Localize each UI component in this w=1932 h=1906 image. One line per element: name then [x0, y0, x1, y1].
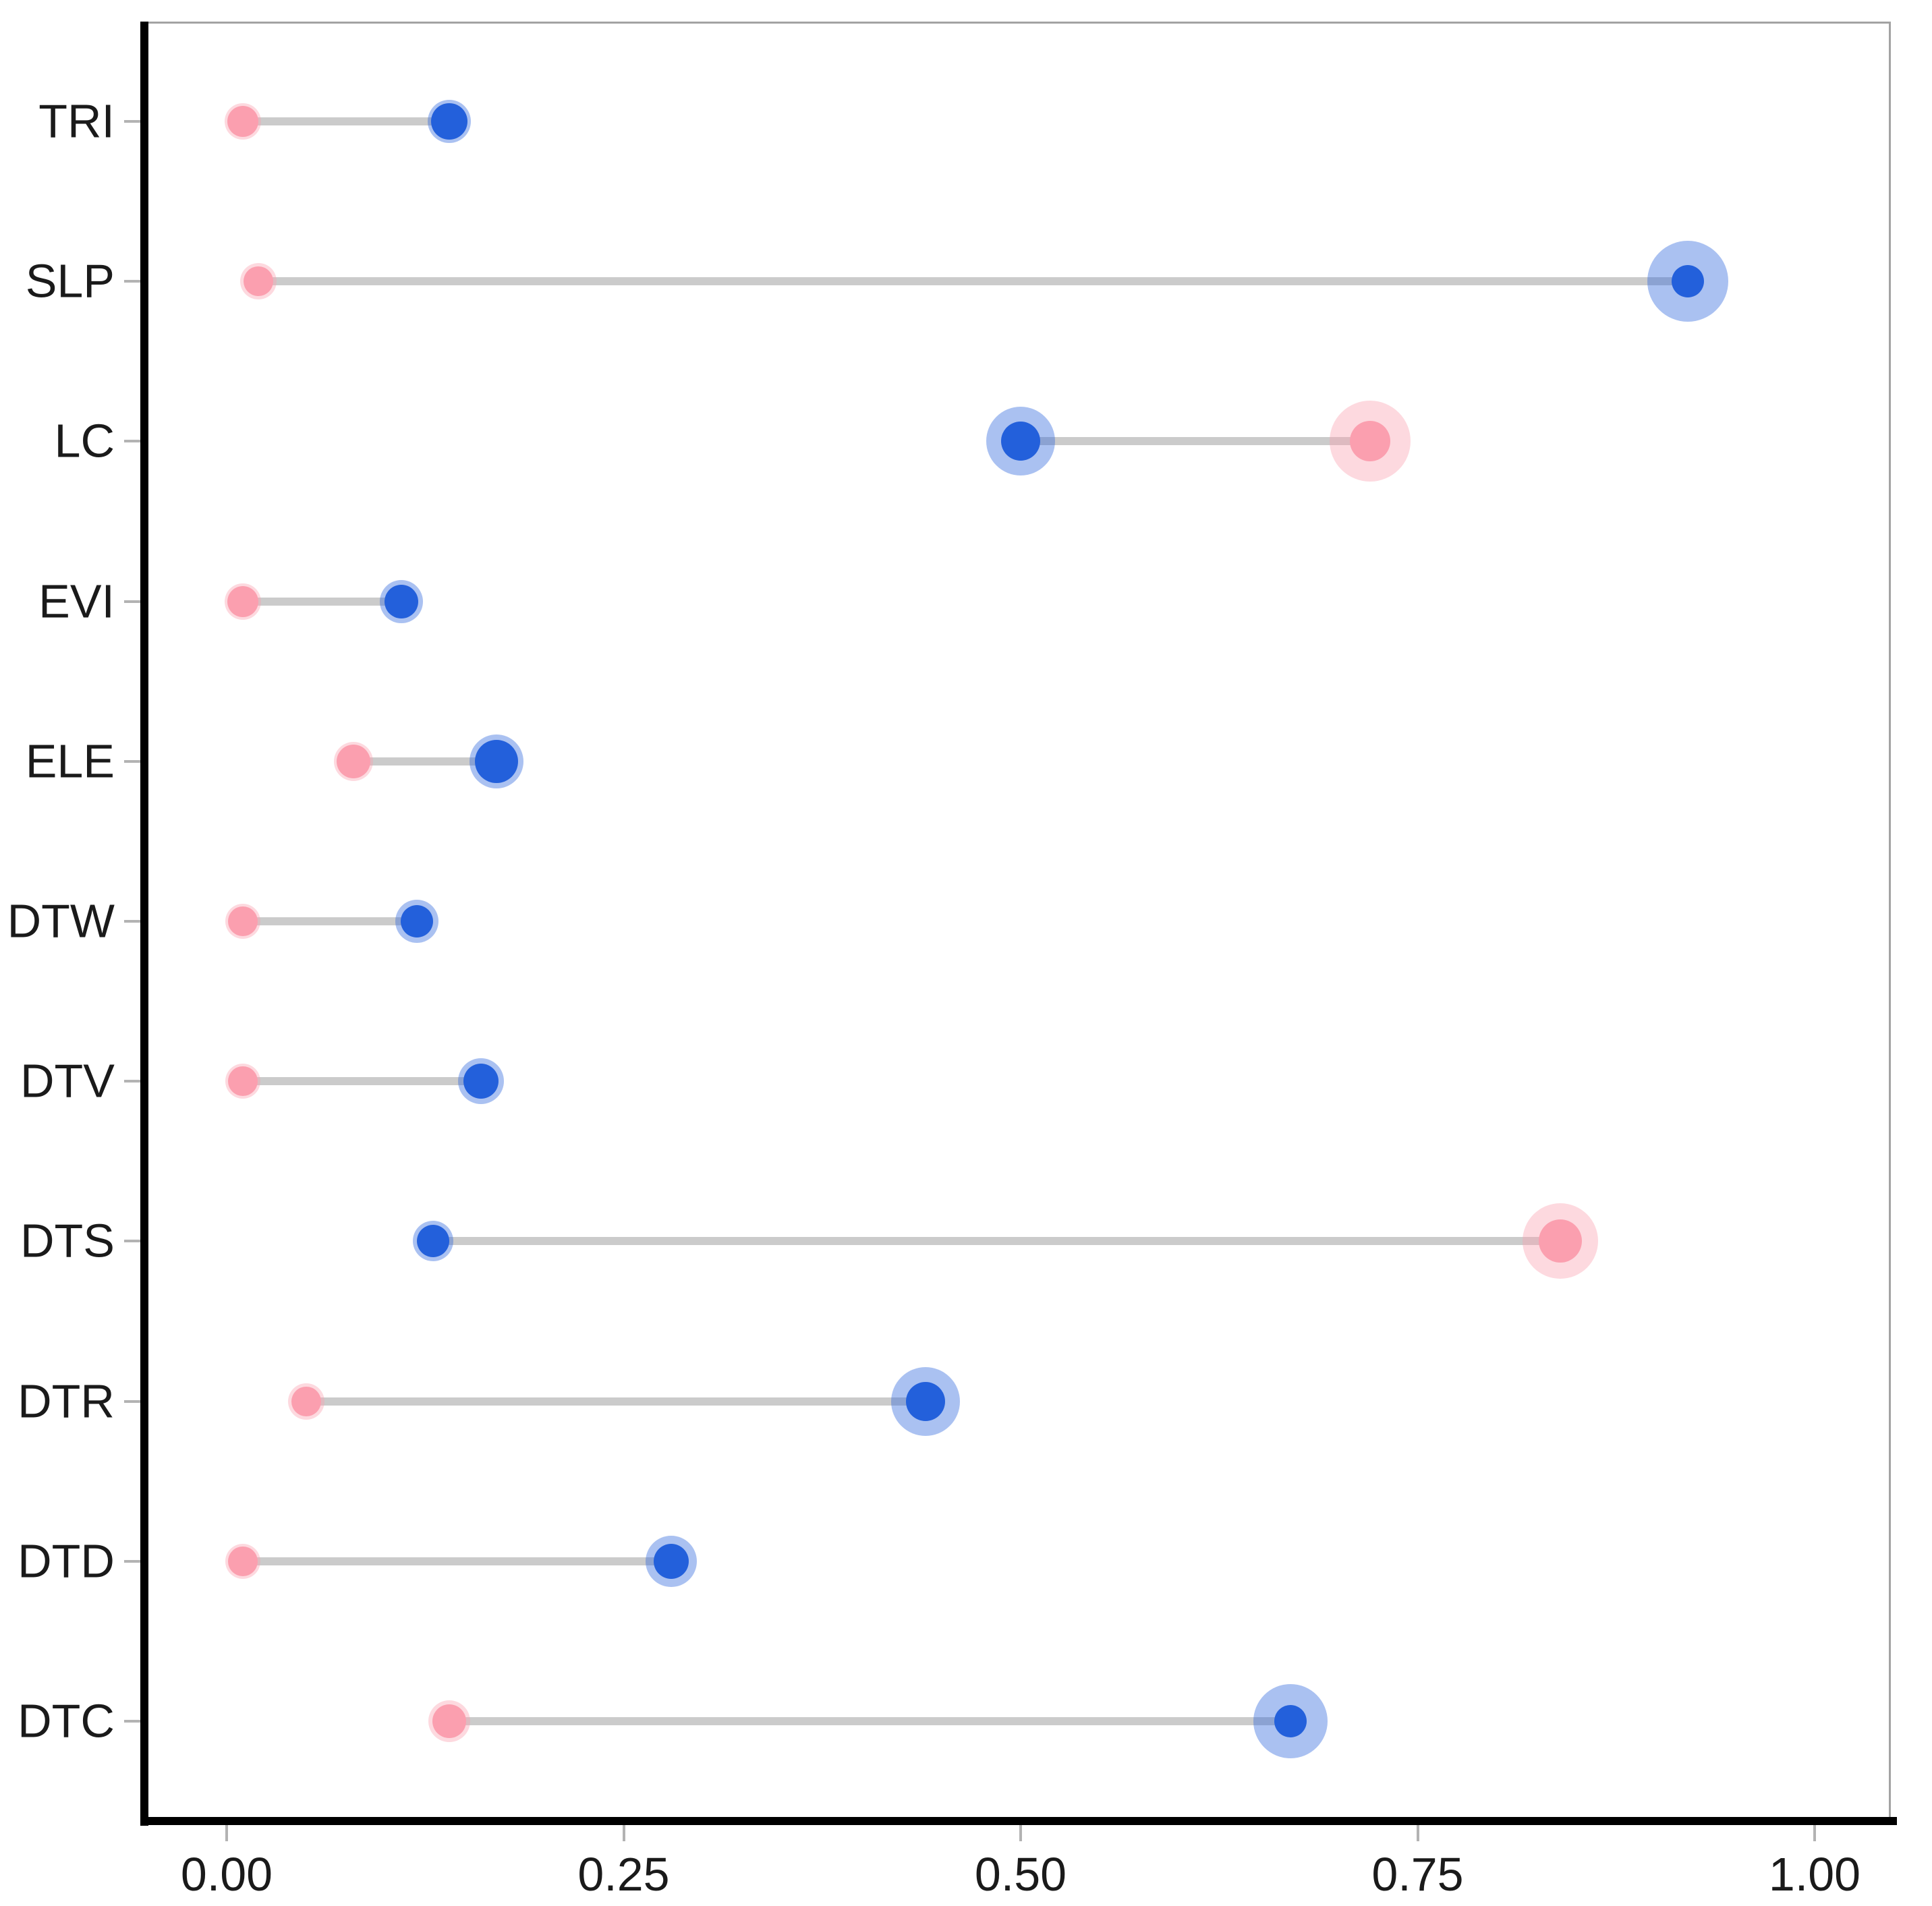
- dot-blue-lc: [1001, 422, 1040, 461]
- dot-pink-evi: [227, 585, 258, 617]
- x-axis-tick: [1813, 1825, 1816, 1841]
- x-axis-line: [140, 1817, 1897, 1825]
- y-axis-tick: [124, 759, 140, 763]
- x-axis-tick-label: 0.00: [180, 1848, 273, 1901]
- y-axis-label-ele: ELE: [25, 734, 115, 788]
- y-axis-tick: [124, 1240, 140, 1243]
- dot-blue-dtv: [463, 1064, 499, 1099]
- connector-dtd: [242, 1557, 672, 1565]
- connector-dtw: [242, 917, 418, 925]
- y-axis-label-dts: DTS: [20, 1214, 115, 1267]
- y-axis-tick: [124, 600, 140, 603]
- connector-dtc: [449, 1717, 1291, 1725]
- y-axis-line: [140, 22, 148, 1826]
- connector-slp: [258, 277, 1688, 286]
- connector-dtr: [306, 1397, 926, 1406]
- dot-pink-lc: [1349, 421, 1390, 462]
- y-axis-label-dtd: DTD: [18, 1534, 115, 1588]
- dot-blue-slp: [1671, 265, 1704, 298]
- y-axis-label-evi: EVI: [38, 574, 115, 627]
- dot-blue-dtc: [1274, 1705, 1307, 1737]
- dot-pink-dtw: [227, 906, 258, 936]
- dot-blue-dtw: [401, 905, 434, 937]
- connector-ele: [353, 757, 497, 766]
- x-axis-tick-label: 1.00: [1768, 1848, 1861, 1901]
- y-axis-tick: [124, 1720, 140, 1723]
- dot-pink-tri: [227, 106, 258, 137]
- dot-blue-dtr: [905, 1381, 945, 1421]
- y-axis-label-dtv: DTV: [20, 1054, 115, 1107]
- x-axis-tick-label: 0.50: [974, 1848, 1067, 1901]
- panel-border-top: [148, 22, 1891, 24]
- dot-pink-dtc: [432, 1704, 466, 1738]
- connector-dtv: [242, 1077, 481, 1086]
- y-axis-label-dtr: DTR: [18, 1374, 115, 1427]
- connector-dts: [433, 1237, 1561, 1246]
- dot-pink-dtd: [227, 1546, 258, 1576]
- y-axis-label-tri: TRI: [38, 94, 115, 148]
- y-axis-tick: [124, 1559, 140, 1563]
- y-axis-tick: [124, 120, 140, 123]
- dot-pink-slp: [244, 266, 274, 297]
- connector-lc: [1021, 437, 1370, 446]
- dot-pink-dtr: [291, 1386, 321, 1416]
- dot-blue-ele: [475, 739, 519, 783]
- y-axis-tick: [124, 280, 140, 283]
- x-axis-tick: [225, 1825, 228, 1841]
- x-axis-tick-label: 0.75: [1371, 1848, 1464, 1901]
- connector-evi: [242, 597, 401, 606]
- y-axis-tick: [124, 920, 140, 923]
- dot-blue-tri: [430, 103, 467, 140]
- dot-blue-dtd: [654, 1543, 689, 1579]
- y-axis-label-lc: LC: [54, 414, 115, 467]
- y-axis-tick: [124, 1399, 140, 1403]
- y-axis-label-slp: SLP: [25, 254, 115, 308]
- x-axis-tick: [622, 1825, 625, 1841]
- y-axis-label-dtw: DTW: [7, 894, 115, 948]
- panel-border-right: [1889, 22, 1891, 1818]
- dot-blue-evi: [384, 584, 418, 618]
- y-axis-tick: [124, 1080, 140, 1083]
- y-axis-label-dtc: DTC: [18, 1694, 115, 1748]
- x-axis-tick: [1019, 1825, 1022, 1841]
- connector-tri: [242, 117, 449, 125]
- dot-pink-dts: [1539, 1219, 1583, 1263]
- x-axis-tick-label: 0.25: [577, 1848, 670, 1901]
- dot-pink-dtv: [227, 1066, 258, 1097]
- dot-blue-dts: [417, 1225, 450, 1258]
- x-axis-tick: [1416, 1825, 1419, 1841]
- dot-pink-ele: [337, 744, 371, 778]
- y-axis-tick: [124, 440, 140, 443]
